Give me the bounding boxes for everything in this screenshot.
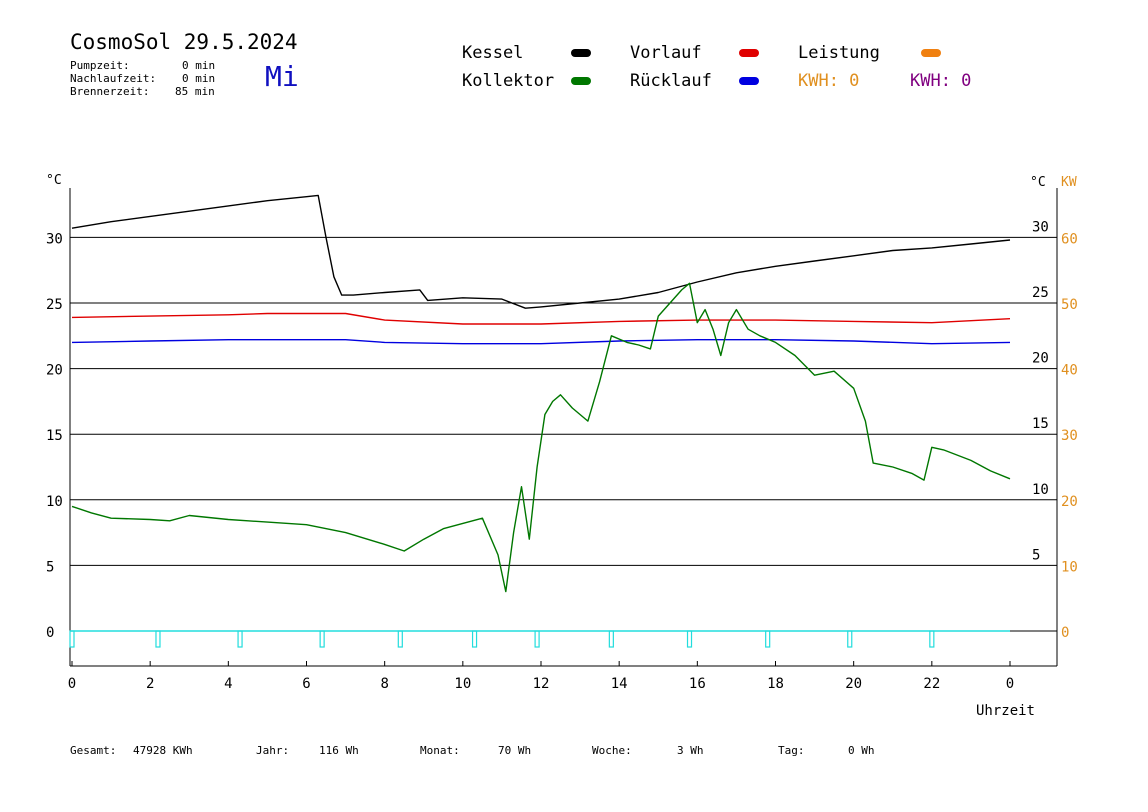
y-tick-label-left: 15 [46,428,63,444]
y-tick-label-left: 30 [46,231,63,247]
series-line-kollektor [71,282,1011,593]
footer-tag-value: 0 Wh [848,744,875,757]
y-tick-label-kw: 0 [1061,625,1069,641]
x-tick-label: 10 [454,676,471,692]
footer-gesamt-label: Gesamt: [70,744,117,757]
stat-label-brennerzeit: Brennerzeit: [70,85,150,98]
x-tick-label: 14 [611,676,628,692]
y-tick-label-right: 30 [1032,219,1049,235]
y-tick-label-left: 20 [46,363,63,379]
legend-ruecklauf-swatch [739,77,759,85]
pump-marker [686,630,693,648]
x-tick-label: 16 [689,676,706,692]
chart-title: CosmoSol 29.5.2024 [70,30,298,54]
y-tick-label-kw: 10 [1061,559,1078,575]
legend-kessel-label: Kessel [462,43,524,63]
x-tick-label: 22 [923,676,940,692]
y-tick-label-left: 25 [46,297,63,313]
legend-kessel-swatch [571,49,591,57]
legend-vorlauf-label: Vorlauf [630,43,702,63]
x-tick-label: 6 [302,676,310,692]
y-axis-unit-left: °C [46,173,62,188]
footer-monat-value: 70 Wh [498,744,532,757]
footer-jahr-label: Jahr: [256,744,290,757]
y-axis-unit-right: °C [1030,175,1046,190]
y-tick-label-right: 15 [1032,416,1049,432]
legend-ruecklauf-label: Rücklauf [630,71,712,91]
x-tick-label: 20 [845,676,862,692]
y-tick-label-right: 25 [1032,285,1049,301]
x-tick-label: 8 [380,676,388,692]
footer-woche-label: Woche: [592,744,632,757]
x-tick-label: 0 [1006,676,1014,692]
pump-marker [237,630,243,648]
legend-kollektor-swatch [571,77,591,85]
x-tick-label: 0 [68,676,76,692]
pump-marker [765,630,771,648]
y-tick-label-right: 10 [1032,482,1049,498]
y-tick-label-kw: 20 [1061,494,1078,510]
footer-tag-label: Tag: [778,744,805,757]
y-tick-label-left: 10 [46,494,63,510]
x-tick-label: 18 [767,676,784,692]
series-line-kessel [71,194,1011,309]
footer-jahr-value: 116 Wh [319,744,359,757]
footer-monat-label: Monat: [420,744,460,757]
stat-value-pumpzeit: 0 min [182,59,216,72]
footer-gesamt-value: 47928 KWh [133,744,193,757]
y-tick-label-kw: 60 [1061,231,1078,247]
y-tick-label-right: 20 [1032,351,1049,367]
pump-marker [929,630,935,648]
y-tick-label-kw: 30 [1061,428,1078,444]
x-tick-label: 2 [146,676,154,692]
footer-woche-value: 3 Wh [677,744,704,757]
y-tick-label-kw: 50 [1061,297,1078,313]
stat-value-brennerzeit: 85 min [175,85,215,98]
y-tick-label-right: 5 [1032,547,1040,563]
y-axis-unit-kw: KW [1061,175,1077,190]
pump-marker [69,630,75,648]
pump-marker [608,630,614,648]
pump-marker [155,630,161,648]
pump-marker [397,630,403,648]
series-line-ruecklauf [71,339,1011,345]
x-tick-label: 4 [224,676,232,692]
pump-marker [319,630,325,648]
x-axis-label: Uhrzeit [976,703,1035,719]
y-tick-label-kw: 40 [1061,363,1078,379]
legend-kwh-orange: KWH: 0 [798,71,860,91]
legend-leistung-label: Leistung [798,43,880,63]
y-tick-label-left: 5 [46,559,54,575]
pump-marker [471,630,478,648]
legend-vorlauf-swatch [739,49,759,57]
series-line-vorlauf [71,312,1011,325]
y-tick-label-left: 0 [46,625,54,641]
x-tick-label: 12 [533,676,550,692]
legend-kwh-purple: KWH: 0 [910,71,972,91]
pump-marker [847,630,853,648]
legend-kollektor-label: Kollektor [462,71,555,91]
stat-label-pumpzeit: Pumpzeit: [70,59,130,72]
stat-value-nachlaufzeit: 0 min [182,72,216,85]
legend-leistung-swatch [921,49,941,57]
weekday-label: Mi [265,60,299,93]
stat-label-nachlaufzeit: Nachlaufzeit: [70,72,157,85]
pump-marker [534,630,540,648]
